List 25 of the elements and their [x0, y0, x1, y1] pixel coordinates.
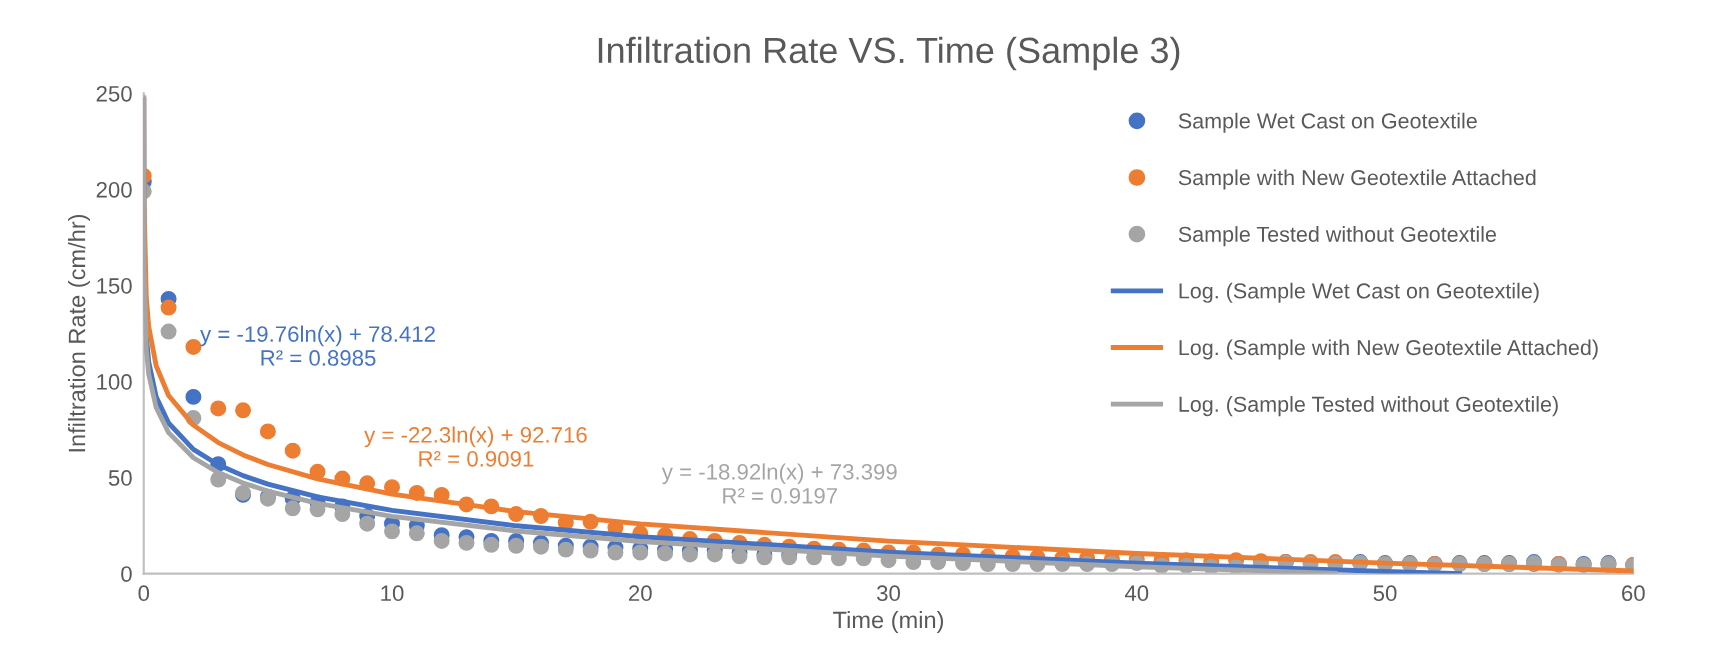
chart-title: Infiltration Rate VS. Time (Sample 3)	[598, 36, 1180, 71]
legend-label: Sample Tested without Geotextile	[1178, 226, 1496, 247]
x-tick-label: 60	[1622, 585, 1645, 602]
y-tick-label: 0	[121, 566, 132, 582]
legend-label: Log. (Sample with New Geotextile Attached)	[1179, 339, 1598, 360]
legend-label: Log. (Sample Tested without Geotextile)	[1179, 396, 1558, 417]
x-tick-label: 20	[629, 585, 652, 602]
x-tick-label: 40	[1124, 585, 1149, 602]
legend-label: Log. (Sample Wet Cast on Geotextile)	[1179, 282, 1539, 303]
y-tick-label: 150	[97, 278, 132, 294]
y-tick-label: 50	[108, 470, 132, 486]
annotation: y = -18.92ln(x) + 73.399 R² = 0.9197	[661, 463, 897, 504]
legend-label: Sample with New Geotextile Attached	[1178, 169, 1536, 190]
annotation: y = -22.3ln(x) + 92.716 R² = 0.9091	[364, 426, 587, 467]
x-axis-title: Time (min)	[833, 611, 944, 633]
y-tick-label: 200	[96, 181, 132, 198]
x-tick-label: 30	[877, 585, 901, 602]
x-tick-label: 10	[381, 585, 404, 602]
y-axis-title: Infiltration Rate (cm/hr)	[68, 214, 91, 452]
y-tick-label: 100	[97, 374, 132, 390]
annotation: y = -19.76ln(x) + 78.412 R² = 0.8985	[200, 325, 435, 366]
x-tick-label: 0	[138, 585, 150, 602]
legend-label: Sample Wet Cast on Geotextile	[1178, 112, 1477, 133]
x-tick-label: 50	[1373, 585, 1397, 602]
y-tick-label: 250	[96, 85, 132, 102]
